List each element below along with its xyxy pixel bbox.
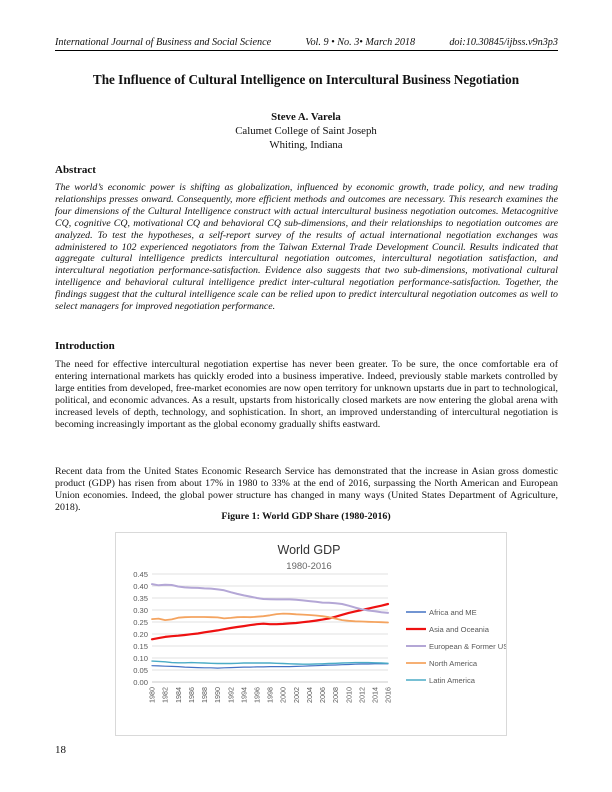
x-tick-label: 1996 — [252, 687, 261, 703]
x-tick-label: 1992 — [226, 687, 235, 703]
y-tick-label: 0.35 — [133, 594, 148, 603]
doi: doi:10.30845/ijbss.v9n3p3 — [449, 37, 558, 48]
series-line-asia-and-oceania — [150, 602, 390, 641]
x-tick-label: 2014 — [370, 687, 379, 703]
x-tick-label: 2012 — [357, 687, 366, 703]
chart-axes: 0.00 0.05 0.10 0.15 0.20 0.25 0.30 0.35 0.40 0.45… — [133, 570, 392, 703]
y-tick-label: 0.20 — [133, 630, 148, 639]
y-tick-label: 0.25 — [133, 618, 148, 627]
chart-legend: Africa and ME Asia and Oceania European & … — [406, 608, 506, 685]
series-line-africa-and-me — [151, 663, 389, 669]
chart-subtitle: 1980-2016 — [286, 561, 331, 572]
series-line-european-former-ussr — [151, 583, 389, 614]
x-tick-label: 2010 — [344, 687, 353, 703]
running-header: International Journal of Business and So… — [55, 37, 558, 51]
introduction-heading: Introduction — [55, 340, 115, 352]
abstract-heading: Abstract — [55, 164, 96, 176]
x-tick-label: 2000 — [279, 687, 288, 703]
y-tick-label: 0.45 — [133, 570, 148, 579]
chart-canvas: 0.00 0.05 0.10 0.15 0.20 0.25 0.30 0.35 0.40 0.45… — [133, 543, 506, 703]
x-tick-label: 2002 — [292, 687, 301, 703]
x-tick-label: 1986 — [187, 687, 196, 703]
journal-name: International Journal of Business and So… — [55, 37, 272, 48]
chart-series-lines — [150, 583, 390, 669]
author-location: Whiting, Indiana — [269, 139, 343, 151]
x-tick-label: 1994 — [239, 687, 248, 703]
legend-label: North America — [429, 659, 478, 668]
x-tick-label: 1988 — [200, 687, 209, 703]
issue-info: Vol. 9 • No. 3• March 2018 — [305, 37, 416, 48]
series-line-north-america — [151, 612, 389, 624]
series-line-latin-america — [151, 660, 389, 665]
legend-label: European & Former USSR — [429, 642, 506, 651]
abstract-body: The world’s economic power is shifting a… — [55, 182, 558, 313]
x-tick-label: 1998 — [266, 687, 275, 703]
x-tick-label: 1982 — [161, 687, 170, 703]
y-tick-label: 0.05 — [133, 666, 148, 675]
x-tick-label: 2016 — [384, 687, 393, 703]
author-affiliation: Calumet College of Saint Joseph — [235, 125, 377, 137]
legend-label: Asia and Oceania — [429, 625, 490, 634]
x-tick-label: 2006 — [318, 687, 327, 703]
world-gdp-chart: 0.00 0.05 0.10 0.15 0.20 0.25 0.30 0.35 0.40 0.45… — [115, 532, 507, 736]
legend-label: Africa and ME — [429, 608, 477, 617]
y-tick-label: 0.00 — [133, 678, 148, 687]
chart-title: World GDP — [278, 543, 341, 557]
paper-title: The Influence of Cultural Intelligence o… — [92, 72, 520, 87]
y-tick-label: 0.30 — [133, 606, 148, 615]
x-tick-label: 1980 — [148, 687, 157, 703]
page-number: 18 — [55, 744, 66, 756]
x-tick-label: 2008 — [331, 687, 340, 703]
figure-caption: Figure 1: World GDP Share (1980-2016) — [221, 511, 391, 522]
x-tick-label: 1990 — [213, 687, 222, 703]
introduction-paragraph-1: The need for effective intercultural neg… — [55, 359, 558, 430]
x-tick-label: 1984 — [174, 687, 183, 703]
y-tick-label: 0.40 — [133, 582, 148, 591]
author-name: Steve A. Varela — [271, 111, 341, 123]
x-tick-label: 2004 — [305, 687, 314, 703]
y-tick-label: 0.15 — [133, 642, 148, 651]
legend-label: Latin America — [429, 676, 476, 685]
chart-gridlines — [152, 573, 388, 683]
y-tick-label: 0.10 — [133, 654, 148, 663]
introduction-paragraph-2: Recent data from the United States Econo… — [55, 466, 558, 513]
